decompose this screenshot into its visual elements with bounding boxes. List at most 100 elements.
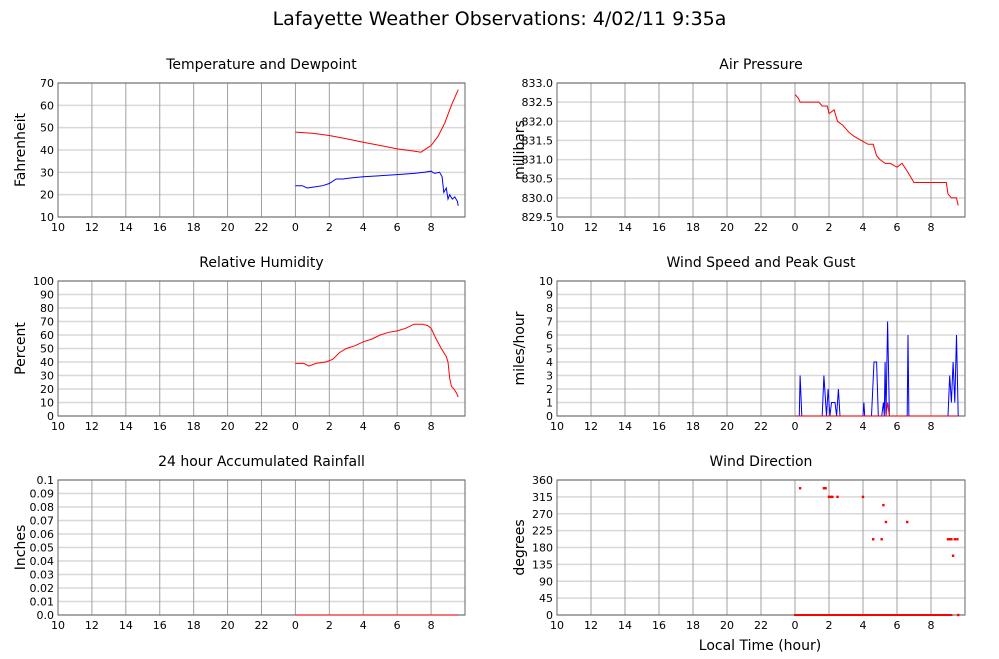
y-tick-label: 2 [546,383,553,396]
y-tick-label: 831.0 [522,154,554,167]
y-tick-label: 100 [33,275,54,288]
x-tick-label: 0 [792,420,799,433]
x-tick-label: 6 [894,221,901,234]
y-tick-label: 1 [546,397,553,410]
y-tick-label: 0.05 [30,542,55,555]
x-tick-label: 10 [550,619,564,632]
x-tick-label: 14 [618,221,632,234]
x-tick-label: 18 [187,221,201,234]
y-tick-label: 833.0 [522,77,554,90]
x-tick-label: 10 [51,420,65,433]
x-tick-label: 12 [85,221,99,234]
x-tick-label: 0 [292,619,299,632]
y-tick-label: 90 [40,289,54,302]
y-tick-label: 0.04 [30,555,55,568]
plot-frame [556,280,966,417]
y-tick-label: 80 [40,302,54,315]
page-title: Lafayette Weather Observations: 4/02/11 … [272,8,727,30]
y-tick-label: 360 [532,474,553,487]
x-tick-label: 10 [51,221,65,234]
series-line-relative-humidity [295,323,459,398]
x-tick-label: 18 [187,420,201,433]
chart-title: Air Pressure [719,57,802,73]
x-tick-label: 14 [618,619,632,632]
y-tick-label: 50 [40,122,54,135]
y-tick-label: 0.01 [30,596,55,609]
y-tick-label: 0.09 [30,488,55,501]
series-line-peak-gust [795,402,959,417]
plot-frame [57,479,466,616]
x-tick-label: 2 [326,420,333,433]
x-tick-label: 8 [428,221,435,234]
y-tick-label: 60 [40,329,54,342]
y-tick-label: 10 [40,397,54,410]
plot-frame [556,479,966,616]
y-tick-label: 830.0 [522,192,554,205]
x-tick-label: 16 [153,619,167,632]
chart-title: 24 hour Accumulated Rainfall [158,454,365,470]
y-tick-label: 4 [546,356,553,369]
chart-air-pressure: Air Pressure millibars 829.5 830.0 830.5 831.… [512,57,966,234]
x-tick-label: 12 [584,221,598,234]
x-tick-label: 10 [51,619,65,632]
y-tick-label: 0.02 [30,582,55,595]
y-tick-label: 832.5 [522,96,554,109]
y-tick-label: 20 [40,383,54,396]
x-tick-label: 6 [894,619,901,632]
plot-frame [57,82,466,218]
chart-temperature-and-dewpoint: Temperature and DewpointFahrenheit102030… [13,57,466,234]
x-tick-label: 20 [221,221,235,234]
y-tick-label: 30 [40,370,54,383]
x-tick-label: 16 [153,221,167,234]
x-tick-label: 20 [720,420,734,433]
data-point [946,538,950,541]
data-point [872,538,875,541]
x-tick-label: 8 [928,221,935,234]
x-tick-label: 8 [928,619,935,632]
x-tick-label: 12 [584,619,598,632]
x-tick-label: 12 [85,420,99,433]
x-tick-label: 4 [860,420,867,433]
y-axis-label: Inches [13,525,29,570]
chart-24-hour-accumulated-rainfall: 24 hour Accumulated RainfallInches0.00.0… [13,454,466,632]
x-tick-label: 4 [360,619,367,632]
y-tick-label: 40 [40,144,54,157]
y-tick-label: 70 [40,77,54,90]
y-tick-label: 0.06 [30,528,55,541]
y-tick-label: 0.07 [30,515,55,528]
data-point [827,495,831,499]
y-tick-label: 10 [40,211,54,224]
y-tick-label: 6 [546,329,553,342]
data-point [884,520,888,524]
data-point [953,538,956,541]
y-tick-label: 829.5 [522,211,554,224]
x-tick-label: 16 [652,420,666,433]
y-tick-label: 225 [532,525,553,538]
x-tick-label: 6 [394,221,401,234]
x-tick-label: 14 [119,420,133,433]
y-tick-label: 20 [40,189,54,202]
x-tick-label: 14 [119,221,133,234]
x-tick-label: 0 [292,420,299,433]
y-tick-label: 0.1 [37,474,55,487]
y-tick-label: 50 [40,343,54,356]
x-tick-label: 4 [860,619,867,632]
y-tick-label: 270 [532,508,553,521]
series-line-dewpoint [295,170,459,206]
x-tick-label: 8 [428,420,435,433]
data-point [861,495,865,499]
x-tick-label: 10 [550,420,564,433]
y-axis-label: degrees [512,519,528,575]
y-tick-label: 0 [47,410,54,423]
x-tick-label: 0 [292,221,299,234]
plot-frame [57,280,466,417]
x-tick-label: 14 [119,619,133,632]
y-tick-label: 180 [532,542,553,555]
y-tick-label: 830.5 [522,173,554,186]
x-tick-label: 20 [221,619,235,632]
x-tick-label: 10 [550,221,564,234]
y-axis-label: Percent [13,322,29,375]
x-tick-label: 18 [686,420,700,433]
x-tick-label: 22 [255,221,269,234]
x-tick-label: 0 [792,221,799,234]
